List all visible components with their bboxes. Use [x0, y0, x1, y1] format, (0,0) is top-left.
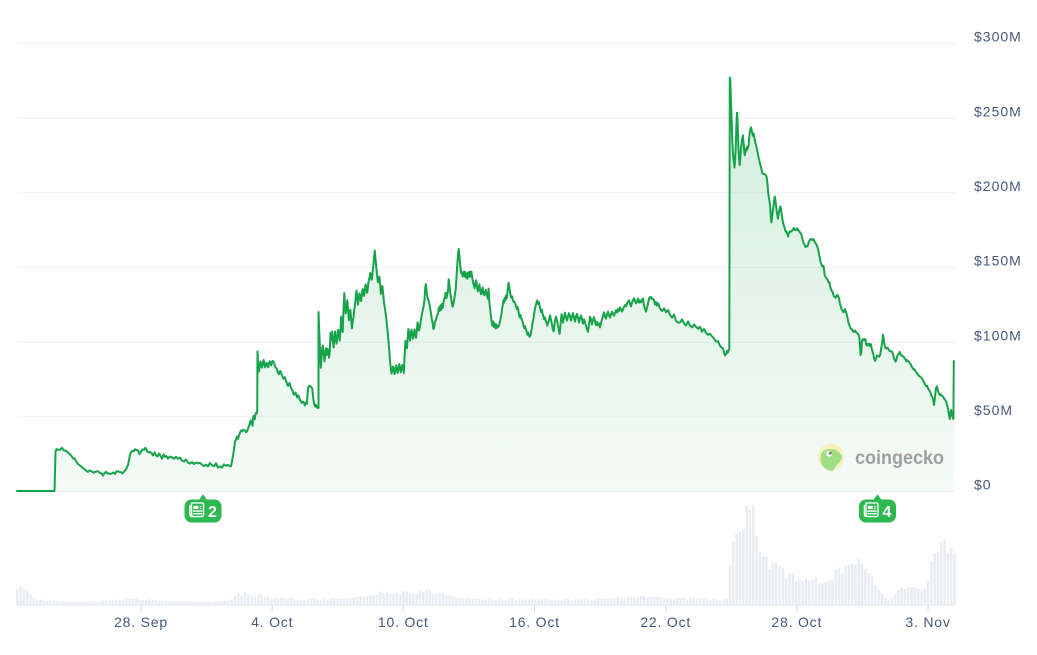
svg-text:10. Oct: 10. Oct [378, 614, 429, 630]
svg-text:4: 4 [882, 504, 891, 521]
svg-text:coingecko: coingecko [855, 448, 944, 469]
svg-text:3. Nov: 3. Nov [905, 614, 950, 630]
svg-text:$0: $0 [974, 477, 992, 493]
svg-text:22. Oct: 22. Oct [640, 614, 691, 630]
svg-text:$150M: $150M [974, 253, 1022, 269]
svg-text:16. Oct: 16. Oct [509, 614, 560, 630]
svg-text:4. Oct: 4. Oct [251, 614, 293, 630]
svg-text:2: 2 [208, 504, 217, 521]
svg-text:$100M: $100M [974, 327, 1022, 343]
svg-text:$50M: $50M [974, 402, 1013, 418]
svg-text:28. Oct: 28. Oct [771, 614, 822, 630]
svg-text:$250M: $250M [974, 103, 1022, 119]
svg-text:$300M: $300M [974, 29, 1022, 45]
svg-text:$200M: $200M [974, 178, 1022, 194]
svg-text:28. Sep: 28. Sep [114, 614, 168, 630]
